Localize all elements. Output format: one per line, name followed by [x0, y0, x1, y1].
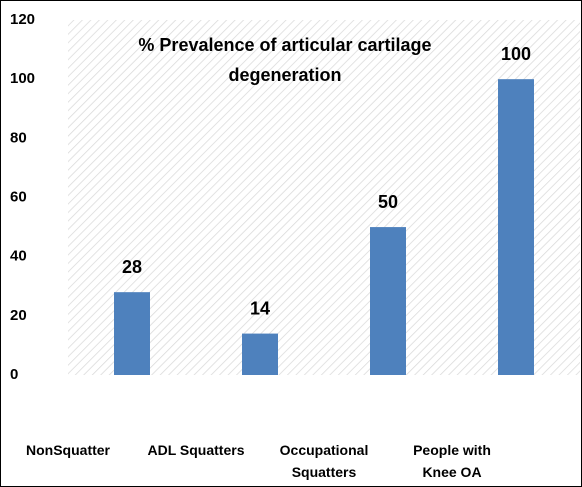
bar	[370, 227, 406, 375]
y-tick-label: 120	[10, 11, 35, 28]
y-tick-label: 20	[10, 307, 27, 324]
y-tick-label: 60	[10, 188, 27, 205]
data-label: 28	[122, 257, 142, 277]
x-tick-label: NonSquatter	[26, 442, 110, 458]
y-tick-label: 80	[10, 129, 27, 146]
chart-title: % Prevalence of articular cartilage dege…	[138, 35, 432, 85]
plot-area	[68, 20, 580, 375]
x-tick-label: Occupational Squatters	[279, 442, 369, 480]
y-tick-label: 0	[10, 366, 18, 383]
y-tick-label: 100	[10, 70, 35, 87]
x-tick-label: People with Knee OA	[413, 442, 491, 480]
bar	[114, 292, 150, 375]
bar	[242, 333, 278, 375]
data-label: 100	[501, 44, 531, 64]
bar	[498, 79, 534, 376]
x-tick-label: ADL Squatters	[147, 442, 245, 458]
data-label: 50	[378, 192, 398, 212]
y-tick-label: 40	[10, 248, 27, 265]
data-label: 14	[250, 298, 270, 318]
